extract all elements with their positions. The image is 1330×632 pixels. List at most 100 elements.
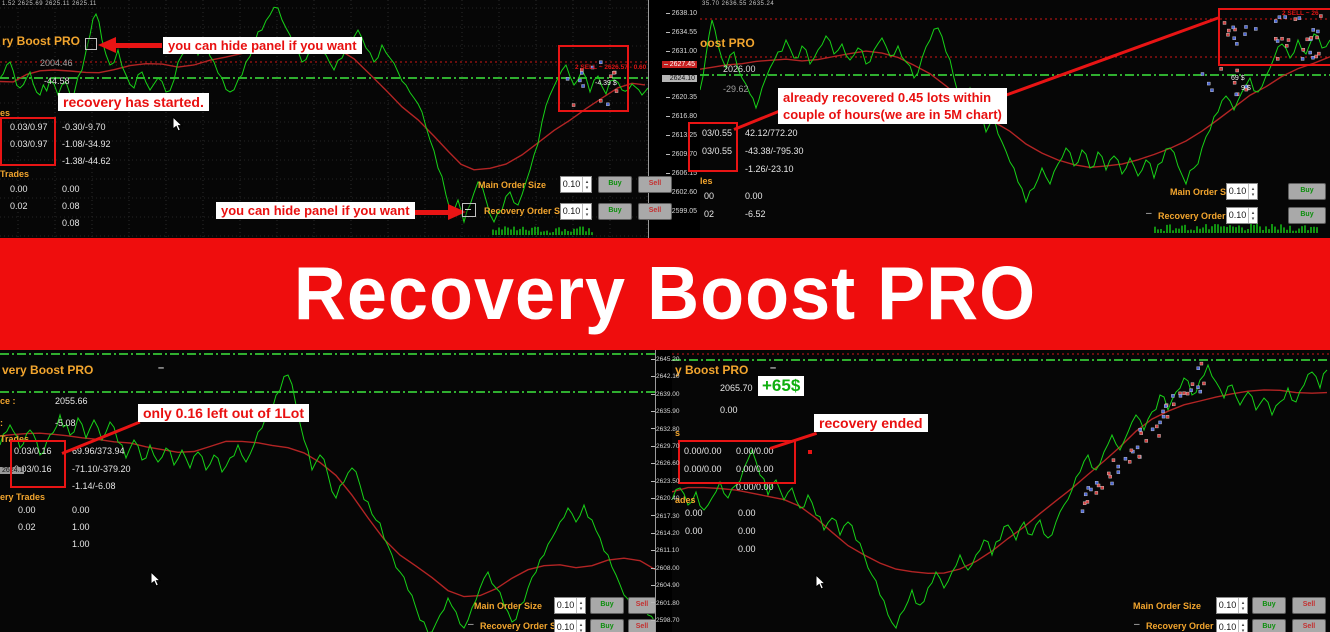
recovery-order-size-spinner[interactable]: 0.10 ▴ ▾ [1216, 619, 1248, 632]
trade-row-value: -43.38/-795.30 [745, 146, 804, 156]
sell-button[interactable]: Sell [638, 176, 672, 193]
trade-row-value: -1.38/-44.62 [62, 156, 111, 166]
spinner-up-icon[interactable]: ▴ [1251, 185, 1255, 192]
recovery-row-value: 0.00 [685, 526, 703, 536]
recovery-order-size-label: Recovery Order Size [1146, 621, 1235, 631]
sell-button[interactable]: Sell [628, 597, 655, 614]
buy-button[interactable]: Buy [1252, 597, 1286, 614]
main-order-size-spinner[interactable]: 0.10 ▴ ▾ [560, 176, 592, 193]
panel-profit-value: -29.62 [723, 84, 749, 94]
indicator-title: very Boost PRO [2, 363, 94, 377]
order-size-value: 0.10 [1228, 210, 1247, 220]
annotation-recovery-ended: recovery ended [814, 414, 928, 432]
main-order-size-spinner[interactable]: 0.10 ▴ ▾ [1216, 597, 1248, 614]
spinner-down-icon[interactable]: ▾ [579, 627, 583, 632]
buy-button[interactable]: Buy [598, 203, 632, 220]
recovery-order-size-label: Recovery Order Size [484, 206, 573, 216]
spinner-down-icon[interactable]: ▾ [585, 184, 589, 191]
buy-button[interactable]: Buy [1252, 619, 1286, 632]
axis-price-label: 2613.25 [666, 132, 697, 139]
spinner-up-icon[interactable]: ▴ [579, 621, 583, 628]
spinner-down-icon[interactable]: ▾ [1241, 627, 1245, 632]
trade-row-value: 0.00/0.00 [736, 464, 774, 474]
axis-price-label: 2642.10 [651, 373, 680, 380]
minimize-icon[interactable]: – [770, 362, 777, 374]
buy-button[interactable]: Buy [590, 597, 624, 614]
buy-button[interactable]: Buy [1288, 183, 1326, 200]
buy-button[interactable]: Buy [590, 619, 624, 632]
main-order-size-spinner[interactable]: 0.10 ▴ ▾ [554, 597, 586, 614]
annotation-line1: already recovered 0.45 lots within [783, 90, 992, 105]
recovery-row-value: 0.08 [62, 218, 80, 228]
recovery-row-value: 00 [704, 191, 715, 201]
axis-price-label: 2599.05 [666, 208, 697, 215]
collapse-dash-icon[interactable]: – [1134, 619, 1140, 630]
annotation-hide-panel-bottom: you can hide panel if you want [216, 202, 415, 219]
axis-price-label: 2606.15 [666, 170, 697, 177]
recovery-row-value: 0.00 [10, 184, 28, 194]
spinner-down-icon[interactable]: ▾ [1251, 215, 1255, 222]
spinner-up-icon[interactable]: ▴ [585, 178, 589, 185]
axis-price-badge: 2624.1 [0, 467, 24, 474]
sell-position-line-label: 2 SELL ~ 26 [1282, 10, 1319, 17]
trades-section-label: les [700, 176, 713, 186]
recovery-row-value: 0.02 [18, 522, 36, 532]
hide-panel-checkbox[interactable] [85, 38, 97, 50]
sell-button[interactable]: Sell [1292, 619, 1326, 632]
collapse-dash-icon[interactable]: – [1146, 208, 1152, 219]
buy-button[interactable]: Buy [598, 176, 632, 193]
order-size-value: 0.10 [556, 622, 575, 632]
collapse-dash-icon[interactable]: – [468, 619, 474, 630]
trade-row-value: 03/0.55 [702, 146, 733, 156]
axis-price-label: 2601.80 [651, 600, 680, 607]
sell-button[interactable]: Sell [628, 619, 655, 632]
spinner-down-icon[interactable]: ▾ [585, 211, 589, 218]
spinner-up-icon[interactable]: ▴ [1241, 599, 1245, 606]
sell-position-line-label: 2 SELL ~ 2626.57 - 0.60 [575, 64, 647, 71]
spinner-up-icon[interactable]: ▴ [1241, 621, 1245, 628]
trade-row-value: 0.00/0.00 [736, 482, 774, 492]
axis-price-label: 2623.50 [651, 478, 680, 485]
spinner-up-icon[interactable]: ▴ [579, 599, 583, 606]
axis-price-label: 2616.80 [666, 113, 697, 120]
recovery-order-size-spinner[interactable]: 0.10 ▴ ▾ [560, 203, 592, 220]
axis-price-label: 2598.70 [651, 617, 680, 624]
ohlc-readout: 1.52 2625.69 2625.11 2625.11 [2, 1, 97, 7]
price-label: ce : [0, 396, 16, 406]
recovery-row-value: -6.52 [745, 209, 766, 219]
recovery-order-size-spinner[interactable]: 0.10 ▴ ▾ [554, 619, 586, 632]
sell-button[interactable]: Sell [1292, 597, 1326, 614]
axis-price-label: 2629.70 [651, 443, 680, 450]
axis-price-label: 2620.35 [666, 94, 697, 101]
sell-button[interactable]: Sell [638, 203, 672, 220]
main-order-size-label: Main Order Size [478, 180, 547, 190]
recovery-row-value: 0.00 [745, 191, 763, 201]
buy-button[interactable]: Buy [1288, 207, 1326, 224]
minimize-icon[interactable]: – [158, 362, 165, 374]
arrow-shaft [404, 210, 448, 215]
main-order-size-label: Main Order Size [1133, 601, 1202, 611]
spinner-up-icon[interactable]: ▴ [585, 205, 589, 212]
panel-profit-value: -44.58 [44, 76, 70, 86]
recovery-row-value: 0.08 [62, 201, 80, 211]
spinner-down-icon[interactable]: ▾ [1241, 605, 1245, 612]
axis-price-label: 2645.20 [651, 356, 680, 363]
order-size-value: 0.10 [1218, 622, 1237, 632]
main-order-size-spinner[interactable]: 0.10 ▴ ▾ [1226, 183, 1258, 200]
spinner-down-icon[interactable]: ▾ [579, 605, 583, 612]
trade-row-value: -71.10/-379.20 [72, 464, 131, 474]
trade-profit-tag: 9 $ [1241, 85, 1251, 92]
trade-row-value: 0.03/0.97 [10, 139, 48, 149]
arrow-shaft [114, 43, 162, 48]
profit-badge: +65$ [758, 376, 805, 396]
spinner-down-icon[interactable]: ▾ [1251, 191, 1255, 198]
panel-price-value: 2026.00 [723, 64, 756, 74]
indicator-title: ry Boost PRO [2, 34, 81, 48]
order-size-value: 0.10 [556, 600, 575, 610]
highlight-rect-lots [10, 440, 66, 488]
spinner-up-icon[interactable]: ▴ [1251, 209, 1255, 216]
recovery-order-size-spinner[interactable]: 0.10 ▴ ▾ [1226, 207, 1258, 224]
axis-price-label: 2617.30 [651, 513, 680, 520]
arrow-left-icon [98, 37, 116, 53]
recovery-collapse-checkbox[interactable] [462, 203, 476, 217]
